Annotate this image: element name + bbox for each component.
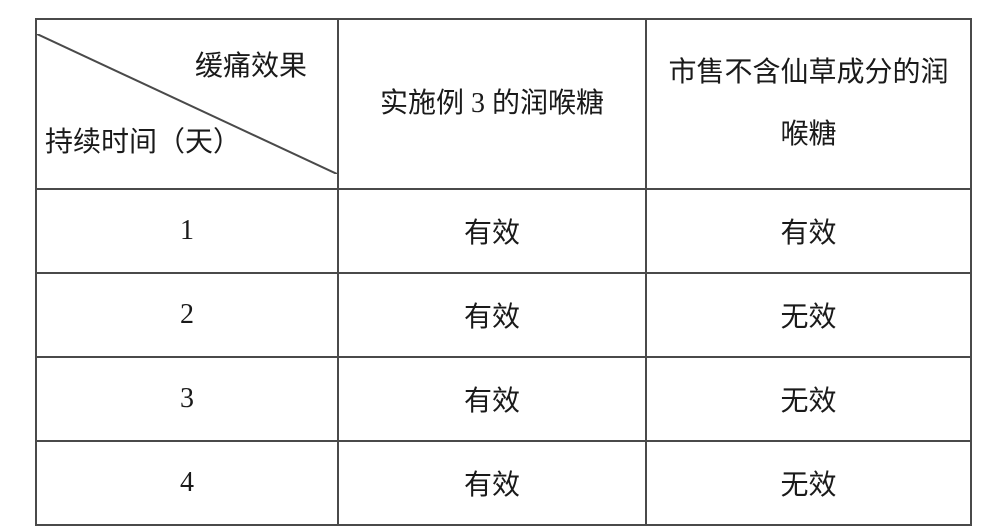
table-header-row: 缓痛效果 持续时间（天） 实施例 3 的润喉糖 市售不含仙草成分的润 喉糖	[36, 19, 971, 189]
cell-duration: 4	[36, 441, 338, 525]
cell-example3: 有效	[338, 189, 646, 273]
table-row: 1 有效 有效	[36, 189, 971, 273]
cell-market: 无效	[646, 441, 971, 525]
header-col-market-line2: 喉糖	[647, 104, 970, 166]
cell-duration: 2	[36, 273, 338, 357]
cell-duration: 1	[36, 189, 338, 273]
cell-duration: 3	[36, 357, 338, 441]
header-bottom-label: 持续时间（天）	[45, 120, 241, 160]
cell-market: 无效	[646, 357, 971, 441]
efficacy-table: 缓痛效果 持续时间（天） 实施例 3 的润喉糖 市售不含仙草成分的润 喉糖 1 …	[35, 18, 972, 526]
cell-example3: 有效	[338, 273, 646, 357]
cell-example3: 有效	[338, 441, 646, 525]
cell-market: 无效	[646, 273, 971, 357]
header-col-market: 市售不含仙草成分的润 喉糖	[646, 19, 971, 189]
header-top-label: 缓痛效果	[195, 44, 307, 84]
header-col-market-line1: 市售不含仙草成分的润	[647, 42, 970, 104]
table-row: 2 有效 无效	[36, 273, 971, 357]
table-row: 3 有效 无效	[36, 357, 971, 441]
table-row: 4 有效 无效	[36, 441, 971, 525]
cell-market: 有效	[646, 189, 971, 273]
header-col-example3: 实施例 3 的润喉糖	[338, 19, 646, 189]
table-container: 缓痛效果 持续时间（天） 实施例 3 的润喉糖 市售不含仙草成分的润 喉糖 1 …	[35, 18, 970, 526]
cell-example3: 有效	[338, 357, 646, 441]
header-diagonal-cell: 缓痛效果 持续时间（天）	[36, 19, 338, 189]
